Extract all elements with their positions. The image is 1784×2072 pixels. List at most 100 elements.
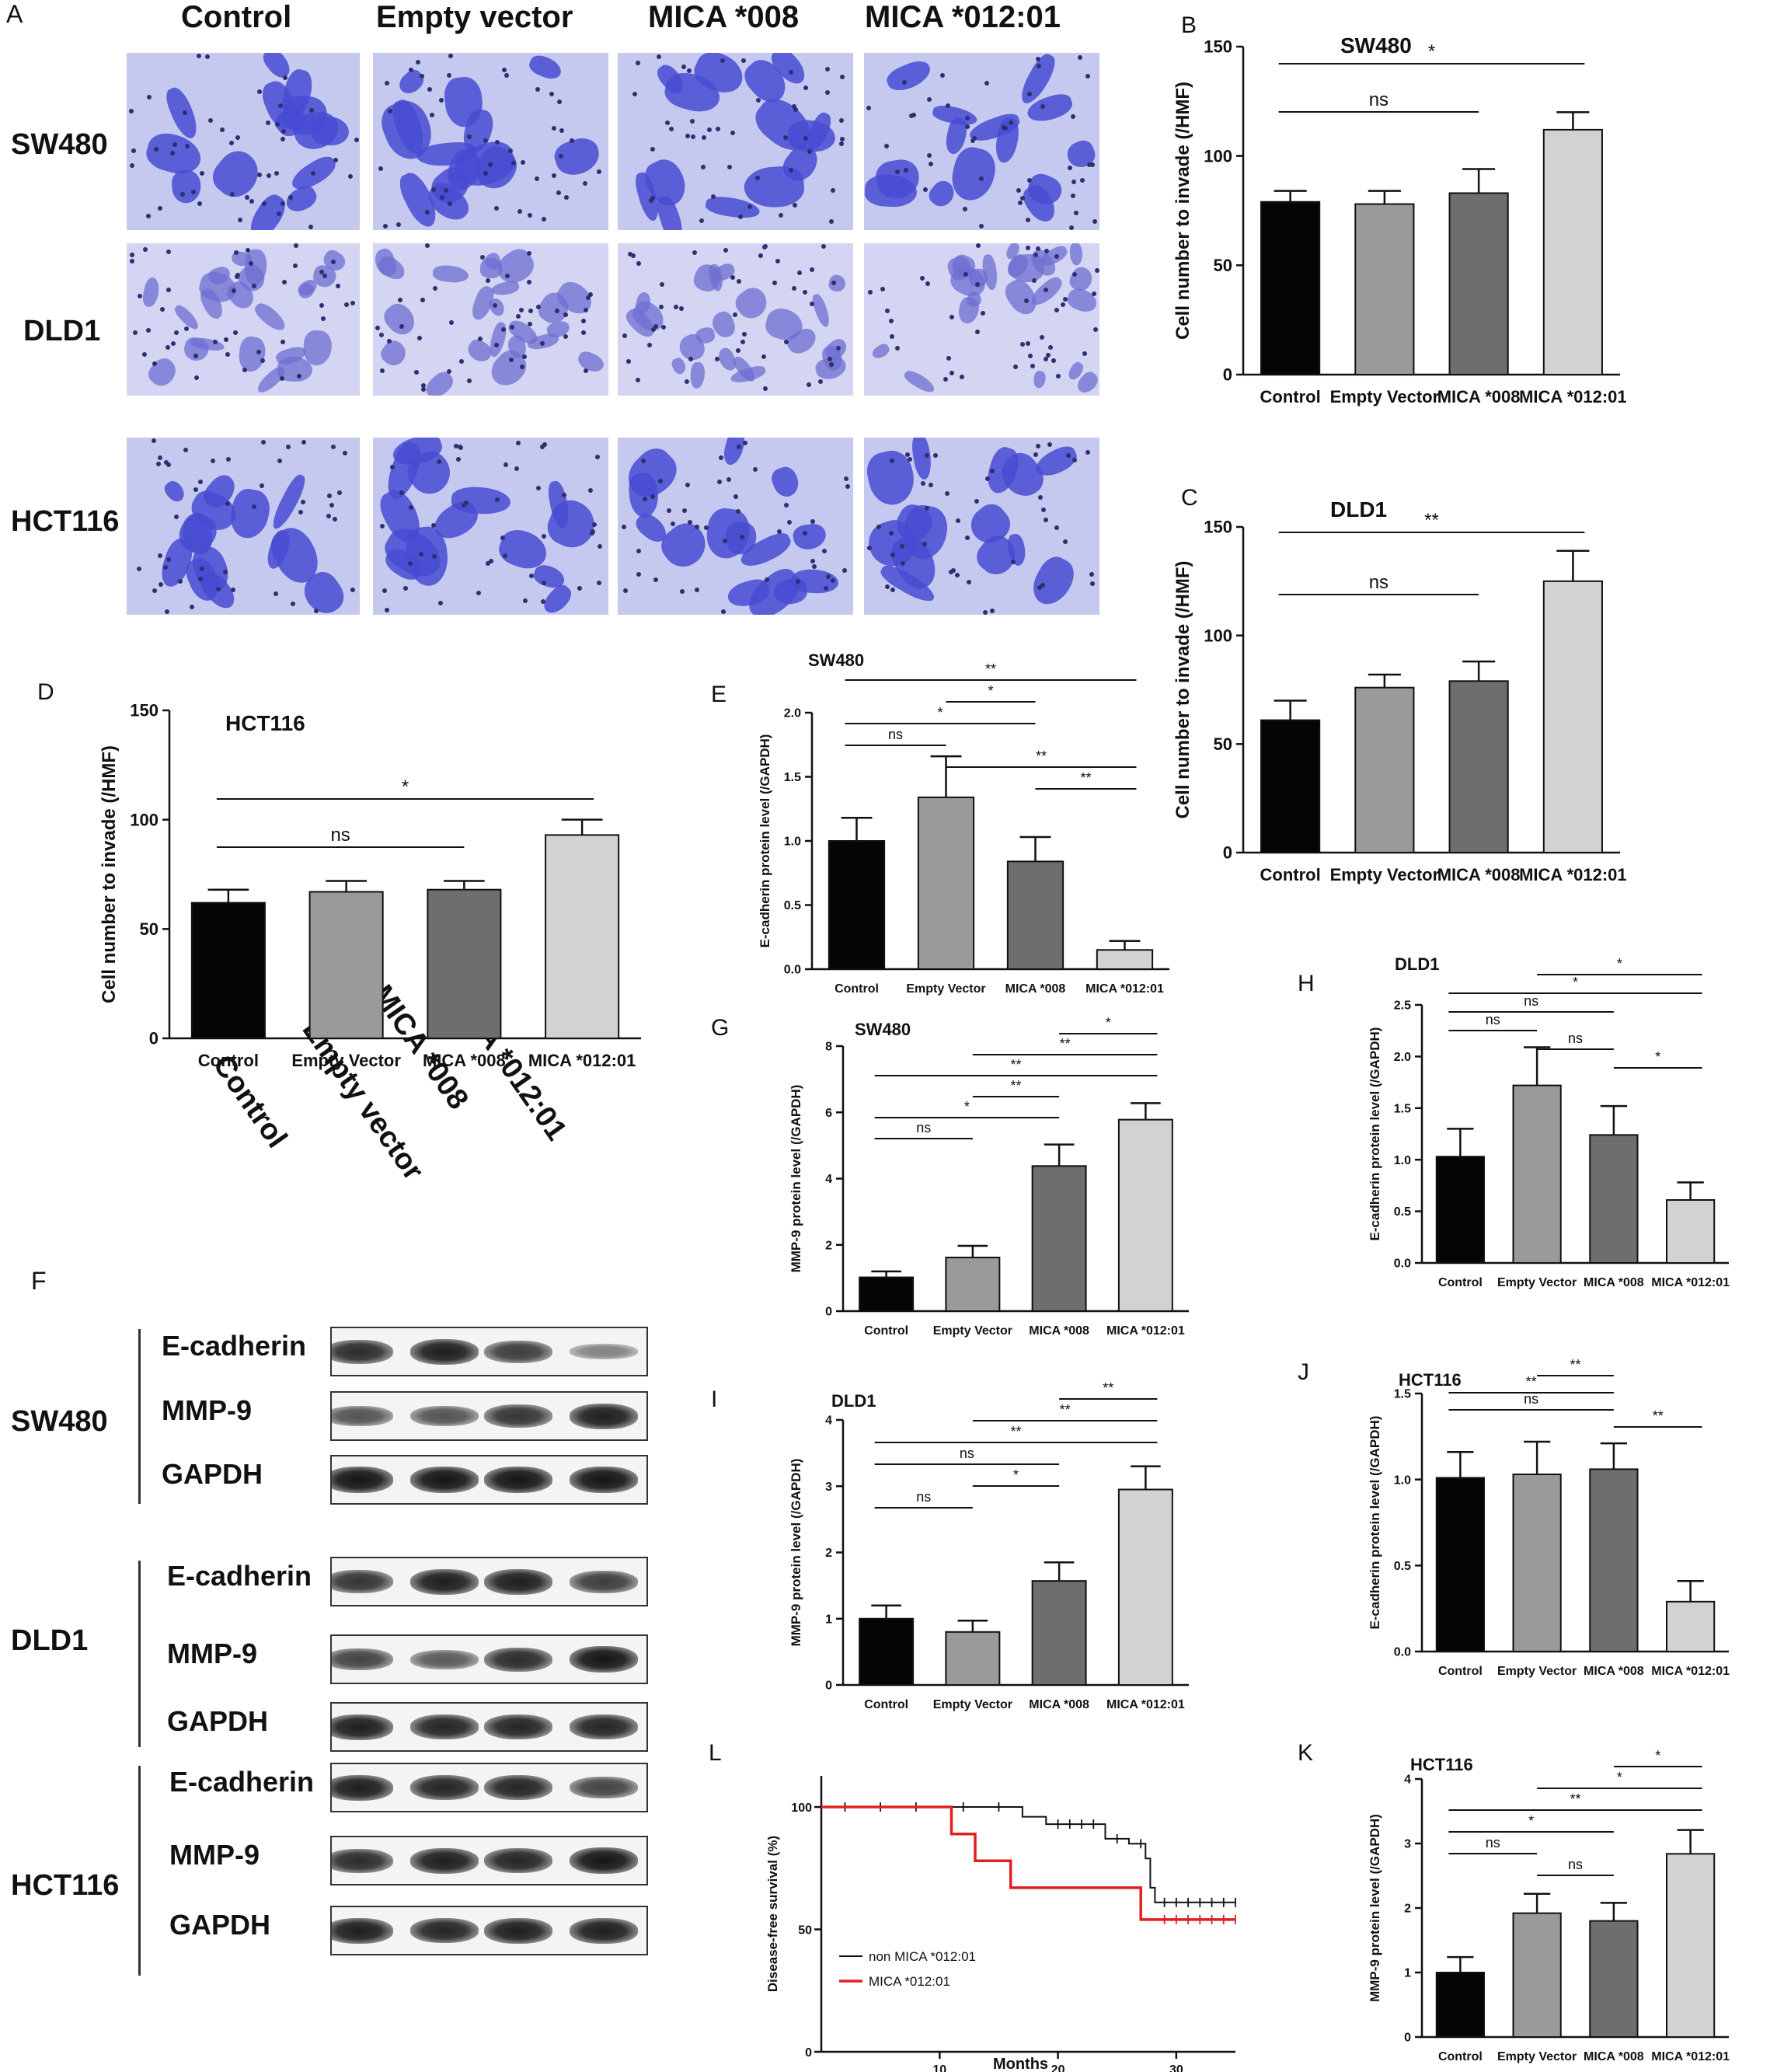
membrane-pore bbox=[432, 285, 437, 291]
membrane-pore bbox=[540, 340, 545, 346]
membrane-pore bbox=[694, 588, 699, 592]
membrane-pore bbox=[726, 476, 731, 482]
membrane-pore bbox=[688, 356, 694, 361]
blot-protein-label: MMP-9 bbox=[169, 1839, 260, 1871]
blot-strip bbox=[330, 1836, 648, 1885]
membrane-pore bbox=[867, 545, 873, 550]
bar bbox=[1589, 1468, 1639, 1653]
y-tick-label: 0.0 bbox=[1394, 1646, 1411, 1659]
membrane-pore bbox=[925, 506, 930, 511]
membrane-pore bbox=[1092, 219, 1097, 225]
significance-label: ** bbox=[1010, 1057, 1021, 1073]
membrane-pore bbox=[890, 333, 895, 339]
membrane-pore bbox=[375, 325, 380, 330]
membrane-pore bbox=[797, 270, 803, 276]
membrane-pore bbox=[319, 270, 324, 275]
blot-band bbox=[410, 1568, 479, 1595]
membrane-pore bbox=[866, 106, 871, 111]
membrane-pore bbox=[911, 112, 916, 117]
panel-letter: C bbox=[1181, 485, 1198, 511]
significance-label: ns bbox=[888, 727, 903, 742]
membrane-pore bbox=[707, 127, 713, 132]
membrane-pore bbox=[521, 354, 527, 360]
micrograph-image bbox=[127, 243, 360, 396]
membrane-pore bbox=[926, 97, 932, 103]
membrane-pore bbox=[387, 338, 392, 344]
membrane-pore bbox=[1065, 452, 1071, 458]
membrane-pore bbox=[700, 164, 706, 169]
membrane-pore bbox=[180, 191, 185, 197]
membrane-pore bbox=[503, 553, 508, 558]
chart-title: HCT116 bbox=[225, 711, 305, 735]
membrane-pore bbox=[493, 343, 499, 347]
bar bbox=[1117, 1118, 1173, 1312]
membrane-pore bbox=[975, 281, 981, 287]
membrane-pore bbox=[636, 572, 642, 577]
membrane-pore bbox=[1090, 581, 1096, 587]
membrane-pore bbox=[557, 99, 563, 104]
membrane-pore bbox=[321, 316, 326, 322]
survival-curve bbox=[821, 1805, 1235, 1921]
membrane-pore bbox=[319, 302, 324, 308]
membrane-pore bbox=[418, 551, 423, 556]
panel-a-row-label: SW480 bbox=[11, 128, 108, 161]
membrane-pore bbox=[249, 199, 255, 204]
membrane-pore bbox=[959, 375, 964, 380]
chart-title: SW480 bbox=[808, 651, 864, 670]
membrane-pore bbox=[455, 456, 461, 462]
membrane-pore bbox=[889, 459, 894, 464]
membrane-pore bbox=[296, 374, 301, 379]
panel-a-col-label: MICA *008 bbox=[648, 0, 800, 34]
membrane-pore bbox=[591, 521, 597, 527]
membrane-pore bbox=[922, 187, 928, 193]
membrane-pore bbox=[416, 336, 422, 341]
membrane-pore bbox=[300, 499, 305, 504]
blot-band bbox=[570, 1917, 638, 1944]
membrane-pore bbox=[1091, 291, 1096, 297]
membrane-pore bbox=[274, 171, 280, 176]
blot-band bbox=[410, 1847, 479, 1874]
membrane-pore bbox=[793, 107, 799, 113]
membrane-pore bbox=[747, 204, 753, 210]
membrane-pore bbox=[965, 124, 970, 129]
y-tick-label: 1 bbox=[1404, 1967, 1411, 1980]
membrane-pore bbox=[984, 81, 989, 86]
significance-label: ns bbox=[1524, 993, 1538, 1009]
membrane-pore bbox=[1047, 441, 1053, 447]
membrane-pore bbox=[625, 358, 631, 364]
membrane-pore bbox=[1019, 195, 1025, 201]
membrane-pore bbox=[308, 225, 313, 230]
membrane-pore bbox=[350, 301, 355, 306]
membrane-pore bbox=[1093, 326, 1099, 332]
membrane-pore bbox=[145, 327, 151, 333]
membrane-pore bbox=[419, 74, 424, 79]
y-tick-label: 0.0 bbox=[1394, 1258, 1411, 1271]
membrane-pore bbox=[542, 441, 548, 447]
membrane-pore bbox=[520, 160, 525, 166]
bar bbox=[1542, 128, 1603, 375]
y-tick-label: 0 bbox=[1223, 365, 1232, 385]
membrane-pore bbox=[1040, 583, 1045, 588]
membrane-pore bbox=[730, 275, 736, 281]
y-tick-label: 4 bbox=[825, 1414, 832, 1428]
membrane-pore bbox=[205, 54, 211, 59]
membrane-pore bbox=[653, 323, 659, 329]
membrane-pore bbox=[965, 535, 970, 540]
membrane-pore bbox=[678, 306, 684, 312]
membrane-pore bbox=[754, 176, 760, 181]
membrane-pore bbox=[556, 190, 562, 196]
x-tick-label: Empty Vector bbox=[1330, 387, 1440, 406]
membrane-pore bbox=[1069, 225, 1075, 230]
blot-band bbox=[332, 1714, 393, 1740]
significance-label: ns bbox=[1568, 1031, 1583, 1046]
membrane-pore bbox=[333, 517, 338, 522]
membrane-pore bbox=[737, 215, 743, 220]
membrane-pore bbox=[1043, 287, 1048, 292]
membrane-pore bbox=[520, 365, 525, 370]
membrane-pore bbox=[701, 135, 706, 141]
y-tick-label: 0.5 bbox=[1394, 1205, 1411, 1219]
membrane-pore bbox=[826, 574, 831, 580]
membrane-pore bbox=[483, 138, 489, 143]
bar bbox=[945, 1631, 1001, 1687]
membrane-pore bbox=[889, 318, 894, 323]
